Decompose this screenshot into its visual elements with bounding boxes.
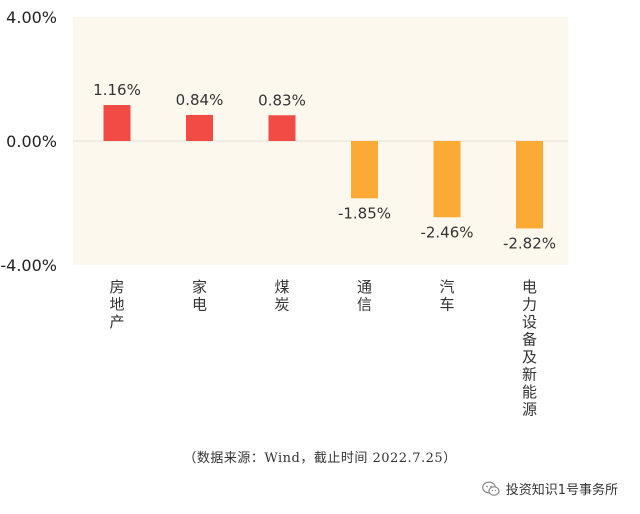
source-note: （数据来源：Wind，截止时间 2022.7.25） — [183, 451, 457, 466]
bar — [186, 114, 213, 141]
category-labels: 房地产 家电 煤炭 通信 汽车 电力设备及新能源 — [109, 278, 537, 419]
y-tick-label: -4.00% — [0, 256, 57, 275]
wechat-icon — [481, 481, 500, 496]
bar — [433, 141, 461, 218]
data-label: 1.16% — [93, 81, 141, 99]
data-labels: 1.16% 0.84% 0.83% -1.85% -2.46% -2.82% — [93, 81, 556, 252]
y-tick-label: 4.00% — [6, 8, 57, 27]
data-label: 0.83% — [258, 91, 306, 109]
bar — [103, 105, 131, 141]
category-label: 通信 — [357, 278, 372, 314]
watermark-text: 投资知识1号事务所 — [505, 483, 618, 498]
category-label: 房地产 — [109, 278, 124, 331]
category-label: 家电 — [192, 278, 207, 314]
bar-chart: 4.00% 0.00% -4.00% 1.16% 0.84% 0.83% -1.85% -2… — [0, 8, 568, 419]
category-label: 汽车 — [439, 278, 454, 314]
watermark: 投资知识1号事务所 — [481, 479, 618, 498]
y-tick-label: 0.00% — [6, 132, 57, 151]
category-label: 煤炭 — [274, 278, 289, 314]
data-label: 0.84% — [176, 91, 224, 109]
bar — [351, 141, 378, 199]
bar — [268, 115, 296, 141]
data-label: -2.82% — [503, 234, 556, 252]
data-label: -1.85% — [338, 204, 391, 222]
bars — [103, 105, 543, 229]
category-label: 电力设备及新能源 — [522, 278, 537, 419]
data-label: -2.46% — [420, 223, 473, 241]
bar — [516, 141, 543, 229]
y-axis-ticks: 4.00% 0.00% -4.00% — [0, 8, 57, 275]
